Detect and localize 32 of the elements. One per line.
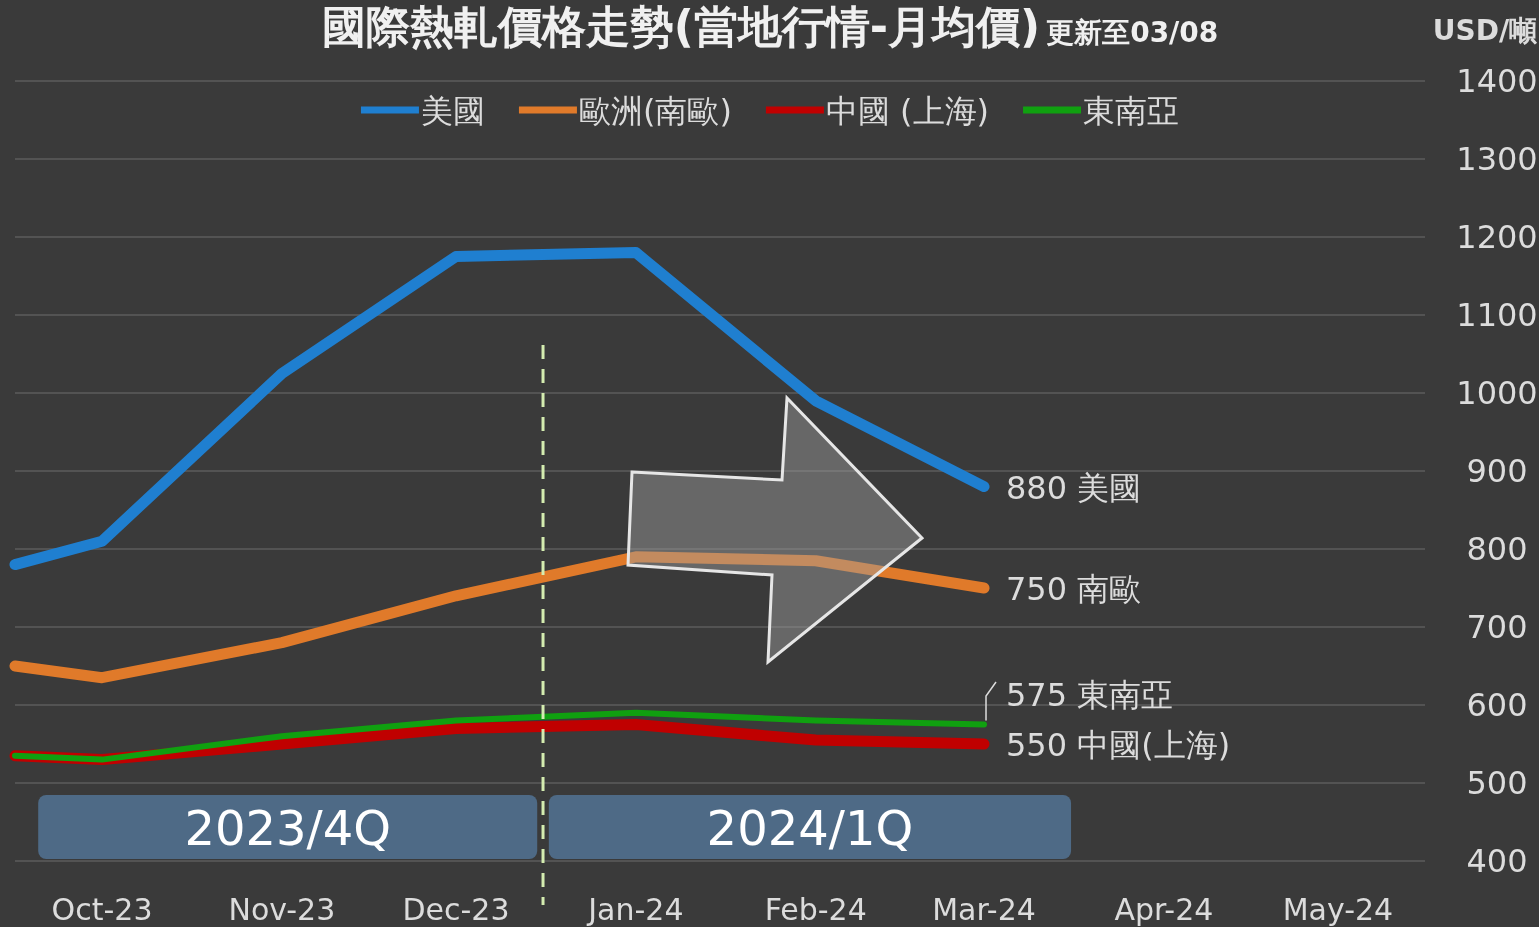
y-tick-label: 500 bbox=[1466, 764, 1528, 802]
band-label: 2024/1Q bbox=[706, 800, 914, 856]
y-tick-label: 400 bbox=[1466, 842, 1528, 880]
y-tick-label: 700 bbox=[1466, 608, 1528, 646]
x-tick-label: Apr-24 bbox=[1114, 892, 1214, 927]
band-label: 2023/4Q bbox=[184, 800, 392, 856]
x-tick-label: May-24 bbox=[1282, 892, 1394, 927]
y-tick-label: 1100 bbox=[1456, 296, 1538, 334]
x-tick-label: Feb-24 bbox=[764, 892, 867, 927]
data-label: 575 東南亞 bbox=[1006, 676, 1174, 714]
y-tick-label: 1200 bbox=[1456, 218, 1538, 256]
x-tick-label: Nov-23 bbox=[228, 892, 336, 927]
y-tick-label: 1000 bbox=[1456, 374, 1538, 412]
data-label: 550 中國(上海) bbox=[1006, 726, 1231, 764]
legend-label: 歐洲(南歐) bbox=[578, 92, 732, 130]
x-tick-label: Jan-24 bbox=[586, 892, 684, 927]
chart-title: 國際熱軋價格走勢(當地行情-月均價) bbox=[321, 1, 1041, 52]
data-label: 750 南歐 bbox=[1006, 570, 1142, 608]
y-tick-label: 1300 bbox=[1456, 140, 1538, 178]
y-axis-title: USD/噸 bbox=[1432, 14, 1539, 47]
legend-label: 中國 (上海) bbox=[825, 92, 990, 130]
legend-label: 東南亞 bbox=[1083, 92, 1180, 130]
data-label: 880 美國 bbox=[1006, 468, 1142, 507]
legend-label: 美國 bbox=[420, 92, 485, 130]
chart-subtitle: 更新至03/08 bbox=[1046, 16, 1219, 49]
y-tick-label: 800 bbox=[1466, 530, 1528, 568]
x-tick-label: Mar-24 bbox=[932, 892, 1036, 927]
x-tick-label: Dec-23 bbox=[402, 892, 510, 927]
y-tick-label: 600 bbox=[1466, 686, 1528, 724]
y-tick-label: 1400 bbox=[1456, 62, 1538, 100]
x-tick-label: Oct-23 bbox=[51, 892, 153, 927]
y-tick-label: 900 bbox=[1466, 452, 1528, 490]
